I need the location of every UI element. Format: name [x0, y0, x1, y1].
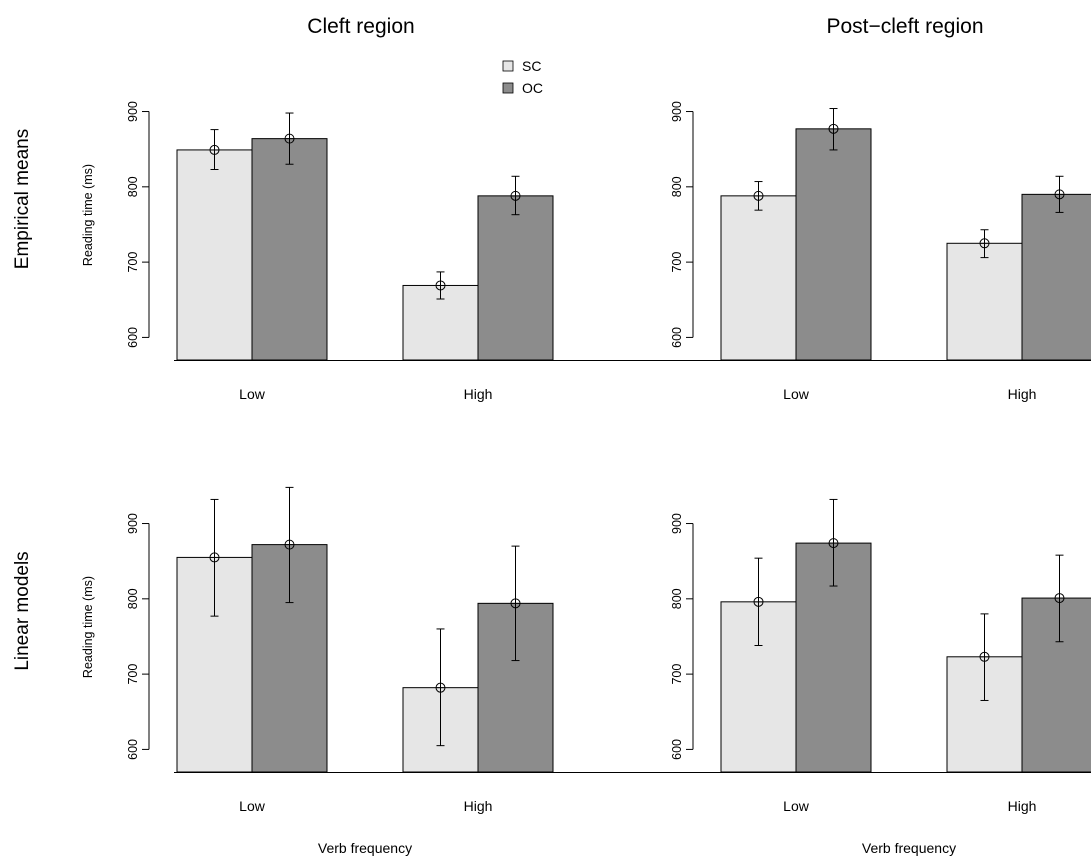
category-label-low: Low — [783, 798, 810, 814]
y-tick-label-800: 800 — [670, 588, 684, 609]
bar-oc-low — [251, 138, 328, 361]
y-tick-label-900: 900 — [670, 513, 684, 534]
panel-1: Low High 600 700 800 900 Reading time (ms) — [81, 101, 1091, 402]
y-tick-label-800: 800 — [126, 176, 140, 197]
y-tick-label-700: 700 — [670, 664, 684, 685]
y-axis-label: Reading time (ms) — [81, 164, 95, 266]
bar-oc-high — [1021, 193, 1091, 361]
y-tick-label-600: 600 — [670, 327, 684, 348]
y-tick-label-900: 900 — [126, 101, 140, 122]
legend-swatch-sc — [502, 60, 514, 72]
bar-oc-high — [477, 195, 554, 361]
legend-swatch-oc — [502, 82, 514, 94]
y-tick-label-700: 700 — [126, 252, 140, 273]
x-axis-label: Verb frequency — [318, 840, 412, 856]
column-title-post-cleft: Post−cleft region — [826, 15, 983, 38]
y-tick-label-800: 800 — [126, 588, 140, 609]
legend: SC OC — [502, 58, 543, 96]
legend-label-sc: SC — [522, 58, 541, 74]
category-label-high: High — [1008, 798, 1037, 814]
y-axis-label: Reading time (ms) — [81, 576, 95, 678]
category-label-high: High — [464, 798, 493, 814]
legend-label-oc: OC — [522, 80, 543, 96]
column-title-cleft: Cleft region — [307, 15, 414, 38]
bar-oc-low — [795, 128, 872, 361]
bar-sc-low — [720, 195, 797, 361]
panel-2: Low High 600 700 800 900 — [670, 101, 1091, 402]
y-tick-label-900: 900 — [126, 513, 140, 534]
category-label-low: Low — [239, 798, 266, 814]
row-title-empirical: Empirical means — [12, 129, 33, 269]
bar-sc-high — [946, 242, 1023, 361]
panels: Low High 600 700 800 900 Reading time (ms) Low H… — [81, 101, 1091, 856]
x-axis-label: Verb frequency — [862, 840, 956, 856]
category-label-high: High — [1008, 386, 1037, 402]
category-label-high: High — [464, 386, 493, 402]
bar-oc-high — [1021, 597, 1091, 773]
y-tick-label-600: 600 — [126, 739, 140, 760]
y-tick-label-600: 600 — [670, 739, 684, 760]
y-tick-label-900: 900 — [670, 101, 684, 122]
row-title-linear: Linear models — [12, 551, 33, 670]
bar-sc-low — [176, 149, 253, 361]
category-label-low: Low — [239, 386, 266, 402]
panel-4: Low High 600 700 800 900 Verb frequency — [670, 498, 1091, 856]
y-tick-label-700: 700 — [670, 252, 684, 273]
y-tick-label-700: 700 — [126, 664, 140, 685]
category-label-low: Low — [783, 386, 810, 402]
y-tick-label-800: 800 — [670, 176, 684, 197]
panel-3: Low High 600 700 800 900 Reading time (ms) Verb… — [81, 486, 1091, 856]
y-tick-label-600: 600 — [126, 327, 140, 348]
